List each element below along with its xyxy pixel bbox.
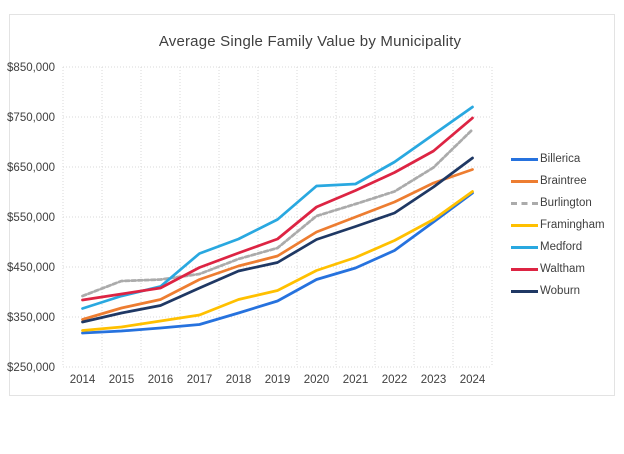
series-line-woburn [81,156,474,324]
series-line-burlington [81,128,474,298]
y-axis-tick-label: $450,000 [7,262,55,274]
y-axis-tick-label: $350,000 [7,312,55,324]
x-axis-tick-label: 2024 [460,374,486,386]
legend-line-swatch [511,267,538,271]
series-line-braintree [81,168,474,321]
y-axis-tick-label: $850,000 [7,62,55,74]
legend-item-woburn: Woburn [511,280,605,302]
x-axis-tick-label: 2017 [187,374,213,386]
x-axis-tick-label: 2019 [265,374,291,386]
legend-item-medford: Medford [511,236,605,258]
legend-line-swatch [511,289,538,293]
y-axis-tick-label: $550,000 [7,212,55,224]
legend-item-braintree: Braintree [511,170,605,192]
y-axis-tick-label: $250,000 [7,362,55,374]
series-line-billerica [81,191,474,335]
legend-label: Medford [540,241,583,253]
legend-label: Waltham [540,263,585,275]
legend-label: Framingham [540,219,605,231]
y-axis-tick-label: $650,000 [7,162,55,174]
legend-line-swatch [511,201,538,205]
legend-line-swatch [511,157,538,161]
legend-label: Braintree [540,175,587,187]
x-axis-tick-label: 2018 [226,374,252,386]
x-axis-tick-label: 2014 [70,374,96,386]
legend-item-waltham: Waltham [511,258,605,280]
series-line-framingham [81,190,474,332]
x-axis-tick-label: 2021 [343,374,369,386]
x-axis-tick-label: 2016 [148,374,174,386]
legend-label: Burlington [540,197,592,209]
x-axis-tick-label: 2022 [382,374,408,386]
legend-label: Billerica [540,153,581,165]
legend-item-burlington: Burlington [511,192,605,214]
y-axis-tick-label: $750,000 [7,112,55,124]
x-axis-tick-label: 2023 [421,374,447,386]
x-axis-tick-label: 2015 [109,374,135,386]
legend-line-swatch [511,245,538,249]
x-axis-tick-label: 2020 [304,374,330,386]
chart-title: Average Single Family Value by Municipal… [158,33,462,50]
series-line-medford [81,105,474,310]
legend-item-framingham: Framingham [511,214,605,236]
legend-label: Woburn [540,285,581,297]
legend-line-swatch [511,223,538,227]
series-line-waltham [81,116,474,302]
chart-legend: Billerica Braintree Burlington Framingha… [511,148,605,302]
legend-line-swatch [511,179,538,183]
legend-item-billerica: Billerica [511,148,605,170]
